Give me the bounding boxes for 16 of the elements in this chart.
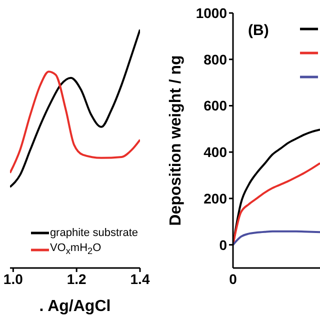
- y-tick-label: 800: [204, 51, 228, 68]
- x-tick-label: 1.4: [130, 270, 150, 287]
- legend-label: VO$_{x}$mH$_{2}$O: [50, 242, 102, 257]
- y-tick-label: 1000: [196, 4, 228, 21]
- annotation: (B): [248, 22, 269, 39]
- legend-label: graphite substrate: [50, 226, 138, 238]
- text: 0: [228, 271, 238, 287]
- line-series: [233, 230, 320, 246]
- y-tick-label: 600: [204, 98, 228, 114]
- x-tick-label: 1.0: [3, 270, 24, 287]
- y-axis-title: Deposition weight / ng: [168, 55, 184, 226]
- x-axis-title: . Ag/AgCl: [39, 298, 111, 315]
- y-tick-label: 400: [204, 144, 228, 160]
- y-tick-label: 200: [204, 190, 228, 206]
- y-tick-label: 0: [219, 236, 228, 253]
- x-tick-label: 1.2: [66, 270, 87, 287]
